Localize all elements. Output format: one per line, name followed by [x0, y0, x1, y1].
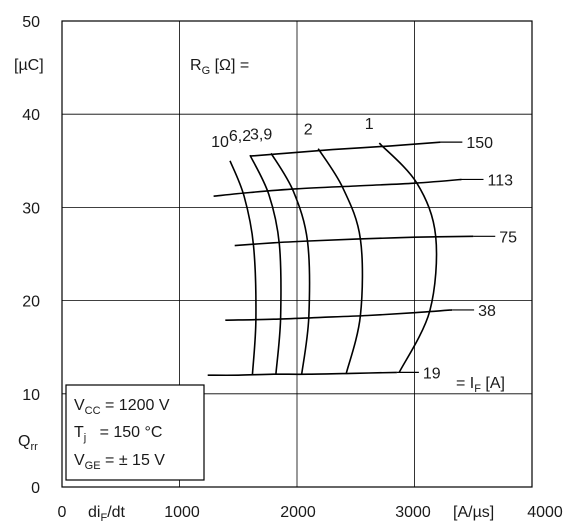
if-curve-label: 19 [423, 365, 441, 382]
curves [207, 141, 496, 377]
y-tick-label: 30 [22, 200, 40, 217]
y-tick-label: 0 [31, 480, 40, 497]
rg-curve-label: 2 [304, 122, 313, 139]
x-axis-unit: [A/µs] [453, 504, 494, 521]
rg-curve-label: 1 [365, 116, 374, 133]
plot-frame [61, 20, 533, 488]
if-curve-75 [234, 235, 474, 247]
condition-vcc: VCC = 1200 V [74, 397, 170, 417]
x-axis-symbol: diF/dt [88, 504, 126, 523]
x-tick-label: 4000 [527, 504, 563, 521]
if-curve-113 [213, 178, 462, 197]
if-curve-label: 150 [466, 135, 493, 152]
rg-header: RG [Ω] = [190, 57, 249, 77]
x-tick-label: 2000 [280, 504, 316, 521]
if-curve-label: 75 [499, 229, 517, 246]
x-tick-labels: 0 1000 2000 3000 4000 [58, 504, 563, 521]
if-curve-150 [249, 141, 441, 157]
y-axis-unit: [µC] [14, 57, 44, 74]
y-tick-labels: 0 10 20 30 40 50 [22, 14, 40, 497]
rg-curve-1 [378, 142, 438, 373]
if-curve-label: 113 [488, 172, 514, 189]
rg-curve-6,2 [249, 154, 282, 375]
rg-curve-3,9 [270, 152, 311, 375]
y-tick-label: 40 [22, 107, 40, 124]
if-curve-38 [225, 309, 453, 321]
conditions-box: VCC = 1200 V Tj = 150 °C VGE = ± 15 V [65, 384, 205, 481]
if-curve-label: 38 [478, 303, 496, 320]
x-tick-label: 1000 [164, 504, 200, 521]
rg-curve-label: 10 [211, 134, 229, 151]
rg-curve-10 [229, 160, 257, 376]
y-tick-label: 50 [22, 14, 40, 31]
x-tick-label: 0 [58, 504, 67, 521]
condition-vge: VGE = ± 15 V [74, 452, 165, 472]
curve-labels: 150 113 75 38 19 10 6,23,9 2 1 [211, 116, 517, 382]
rg-curve-2 [317, 148, 364, 374]
conditions-frame [65, 384, 205, 481]
rg-curve-label: 6,2 [229, 128, 251, 145]
y-axis-symbol: Qrr [18, 433, 38, 453]
if-header: = IF [A] [456, 375, 505, 395]
condition-tj: Tj = 150 °C [74, 424, 162, 444]
x-tick-label: 3000 [395, 504, 431, 521]
if-curve-19 [207, 371, 397, 377]
rg-curve-label: 3,9 [250, 126, 272, 143]
y-tick-label: 20 [22, 294, 40, 311]
y-tick-label: 10 [22, 387, 40, 404]
